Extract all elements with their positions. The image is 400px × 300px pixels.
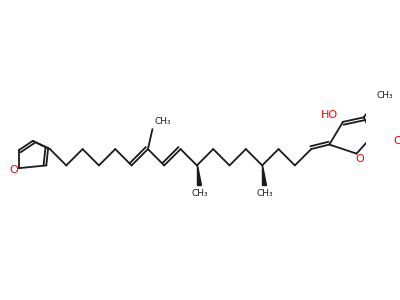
Text: CH₃: CH₃ [376,91,393,100]
Text: HO: HO [321,110,338,120]
Polygon shape [197,165,200,185]
Text: CH₃: CH₃ [257,189,273,198]
Text: O: O [356,154,364,164]
Text: CH₃: CH₃ [191,189,208,198]
Text: O: O [9,165,18,175]
Text: O: O [394,136,400,146]
Polygon shape [262,165,266,185]
Text: CH₃: CH₃ [154,116,171,125]
